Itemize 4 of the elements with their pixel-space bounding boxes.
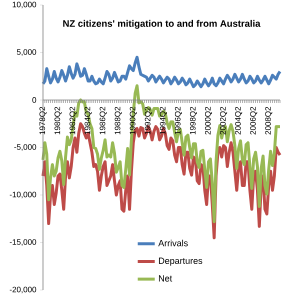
legend-label: Arrivals	[158, 240, 188, 246]
legend-label: Departures	[158, 258, 202, 266]
legend-label: Net	[158, 275, 172, 282]
text: NZ citizens' mitigation to and from Australia	[63, 20, 261, 29]
